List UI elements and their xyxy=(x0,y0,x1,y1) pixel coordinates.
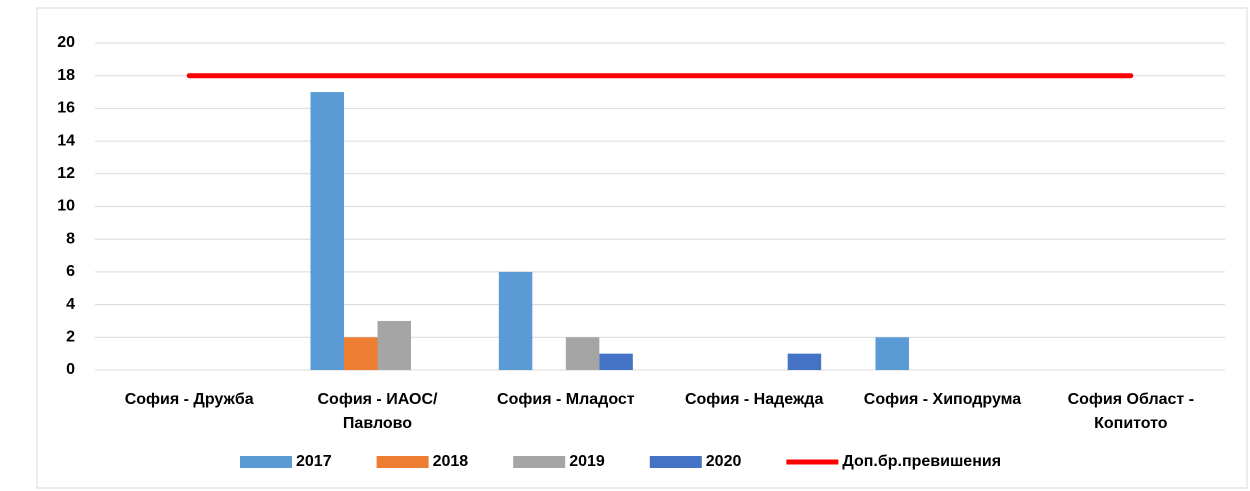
bar xyxy=(787,353,822,370)
chart-border xyxy=(36,7,1248,489)
bar xyxy=(565,337,600,370)
y-tick-label: 0 xyxy=(66,361,75,378)
y-tick-label: 4 xyxy=(66,296,75,313)
x-tick-label: София - ИАОС/Павлово xyxy=(317,391,438,432)
legend-swatch xyxy=(649,456,702,468)
bar xyxy=(875,337,909,370)
y-tick-label: 16 xyxy=(57,100,75,117)
x-tick-label: София - Младост xyxy=(497,391,635,408)
x-tick-label: София - Хиподрума xyxy=(863,391,1022,408)
bar xyxy=(344,337,378,370)
legend-label: 2017 xyxy=(296,453,332,470)
legend-swatch xyxy=(240,456,292,468)
bar xyxy=(310,92,344,371)
legend-swatch xyxy=(513,456,566,468)
x-tick-label: София Област - Копитото xyxy=(1067,391,1195,432)
bar xyxy=(377,320,411,370)
x-tick-label: София - Дружба xyxy=(124,391,254,408)
legend-label: Доп.бр.превишения xyxy=(842,453,1001,470)
legend-label: 2020 xyxy=(706,453,742,470)
legend-label: 2018 xyxy=(433,453,469,470)
y-tick-label: 6 xyxy=(66,263,75,280)
y-tick-label: 8 xyxy=(66,230,75,247)
bar xyxy=(498,271,533,370)
x-tick-label: София - Надежда xyxy=(684,391,824,408)
bar xyxy=(599,353,633,370)
legend-label: 2019 xyxy=(569,453,605,470)
y-tick-label: 2 xyxy=(66,329,75,346)
y-tick-label: 14 xyxy=(57,132,75,149)
legend-swatch xyxy=(376,456,429,468)
y-tick-label: 18 xyxy=(57,67,75,84)
y-tick-label: 20 xyxy=(57,34,75,51)
y-tick-label: 12 xyxy=(57,165,75,182)
y-tick-label: 10 xyxy=(57,198,75,215)
